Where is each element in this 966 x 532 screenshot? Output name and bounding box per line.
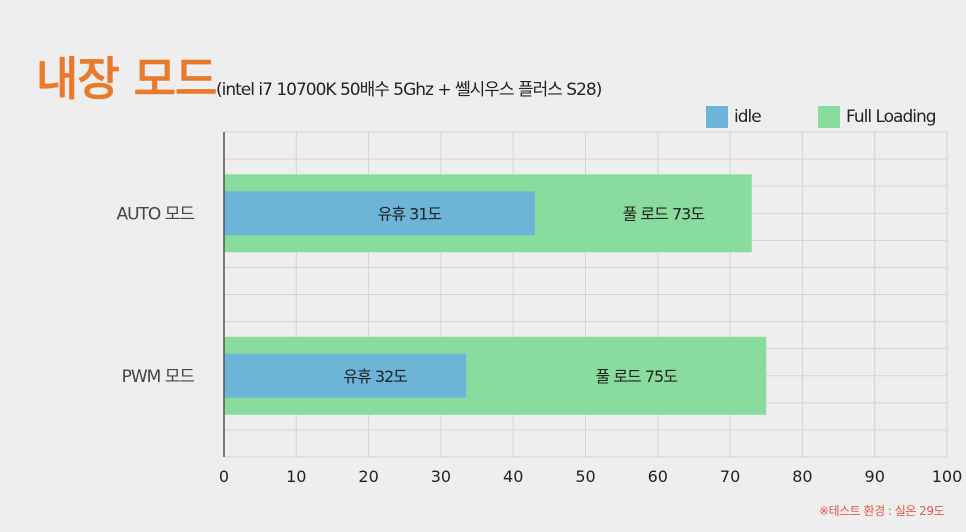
x-tick-label: 50 <box>575 467 595 486</box>
x-tick-label: 10 <box>286 467 306 486</box>
footnote: ※테스트 환경 : 실온 29도 <box>819 504 944 518</box>
legend: idle Full Loading <box>0 104 966 130</box>
x-tick-label: 70 <box>720 467 740 486</box>
legend-label-idle: idle <box>734 107 762 127</box>
legend-swatch-idle <box>706 106 728 128</box>
chart-title: 내장 모드 <box>36 52 217 106</box>
bar-idle <box>224 353 467 398</box>
legend-item-idle: idle <box>706 104 762 130</box>
category-label: PWM 모드 <box>122 367 195 387</box>
bar-idle <box>224 191 535 236</box>
x-tick-label: 30 <box>431 467 451 486</box>
data-label-idle: 유휴 32도 <box>343 367 407 386</box>
x-tick-label: 80 <box>792 467 812 486</box>
x-tick-label: 60 <box>648 467 668 486</box>
chart-axes: AUTO 모드 PWM 모드 0 10 20 30 40 50 60 70 80 90 100 <box>116 132 962 486</box>
x-tick-label: 100 <box>932 467 963 486</box>
x-tick-label: 20 <box>358 467 378 486</box>
chart-subtitle: (intel i7 10700K 50배수 5Ghz + 쎌시우스 플러스 S2… <box>216 80 602 100</box>
legend-swatch-full-loading <box>818 106 840 128</box>
category-label: AUTO 모드 <box>116 204 194 224</box>
legend-label-full-loading: Full Loading <box>846 107 937 127</box>
data-label-full-loading: 풀 로드 73도 <box>623 204 705 223</box>
data-label-idle: 유휴 31도 <box>378 204 442 223</box>
x-tick-label: 0 <box>219 467 229 486</box>
legend-item-full-loading: Full Loading <box>818 104 937 130</box>
x-tick-label: 90 <box>865 467 885 486</box>
data-label-full-loading: 풀 로드 75도 <box>596 367 678 386</box>
x-tick-label: 40 <box>503 467 523 486</box>
